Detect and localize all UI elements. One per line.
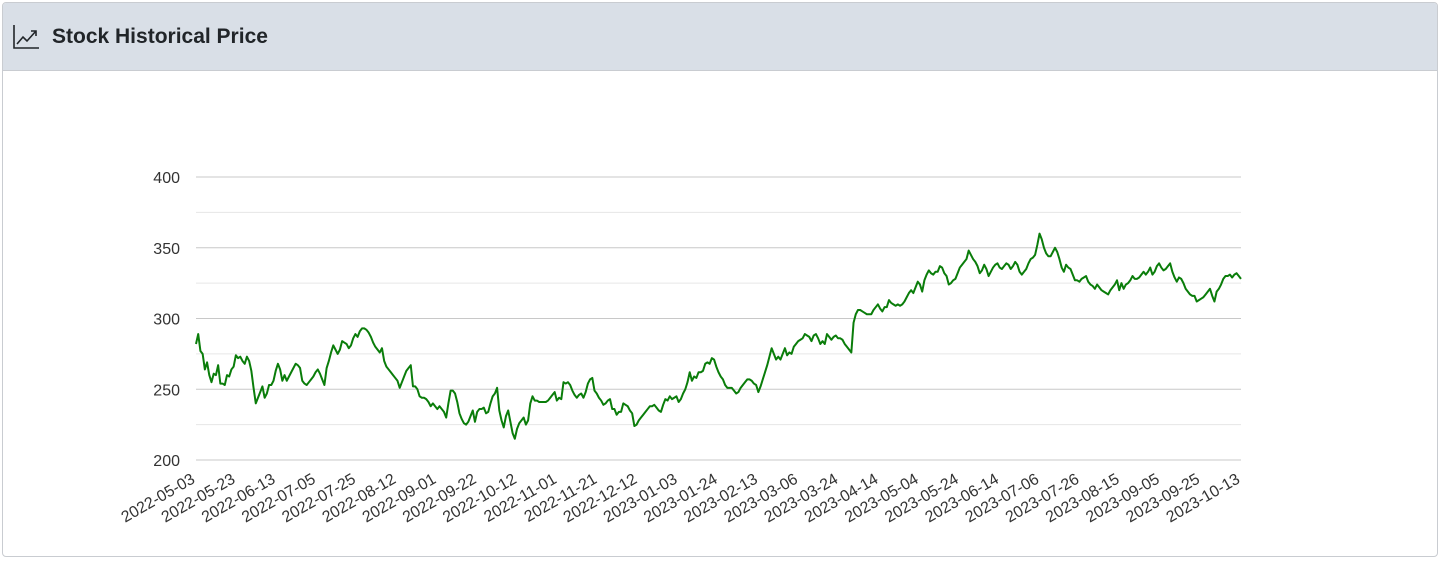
y-tick-label: 400	[153, 170, 180, 187]
x-axis: 2022-05-032022-05-232022-06-132022-07-05…	[119, 471, 1243, 527]
chart-line-icon	[12, 23, 40, 51]
y-tick-label: 250	[153, 382, 180, 399]
card-header: Stock Historical Price	[3, 3, 1437, 71]
y-tick-label: 350	[153, 241, 180, 258]
page-title: Stock Historical Price	[52, 24, 268, 48]
y-tick-label: 300	[153, 312, 180, 329]
y-tick-label: 200	[153, 453, 180, 470]
gridlines	[196, 176, 1241, 461]
y-axis: 200 250 300 350 400	[153, 170, 180, 470]
price-series-line	[195, 232, 1242, 440]
